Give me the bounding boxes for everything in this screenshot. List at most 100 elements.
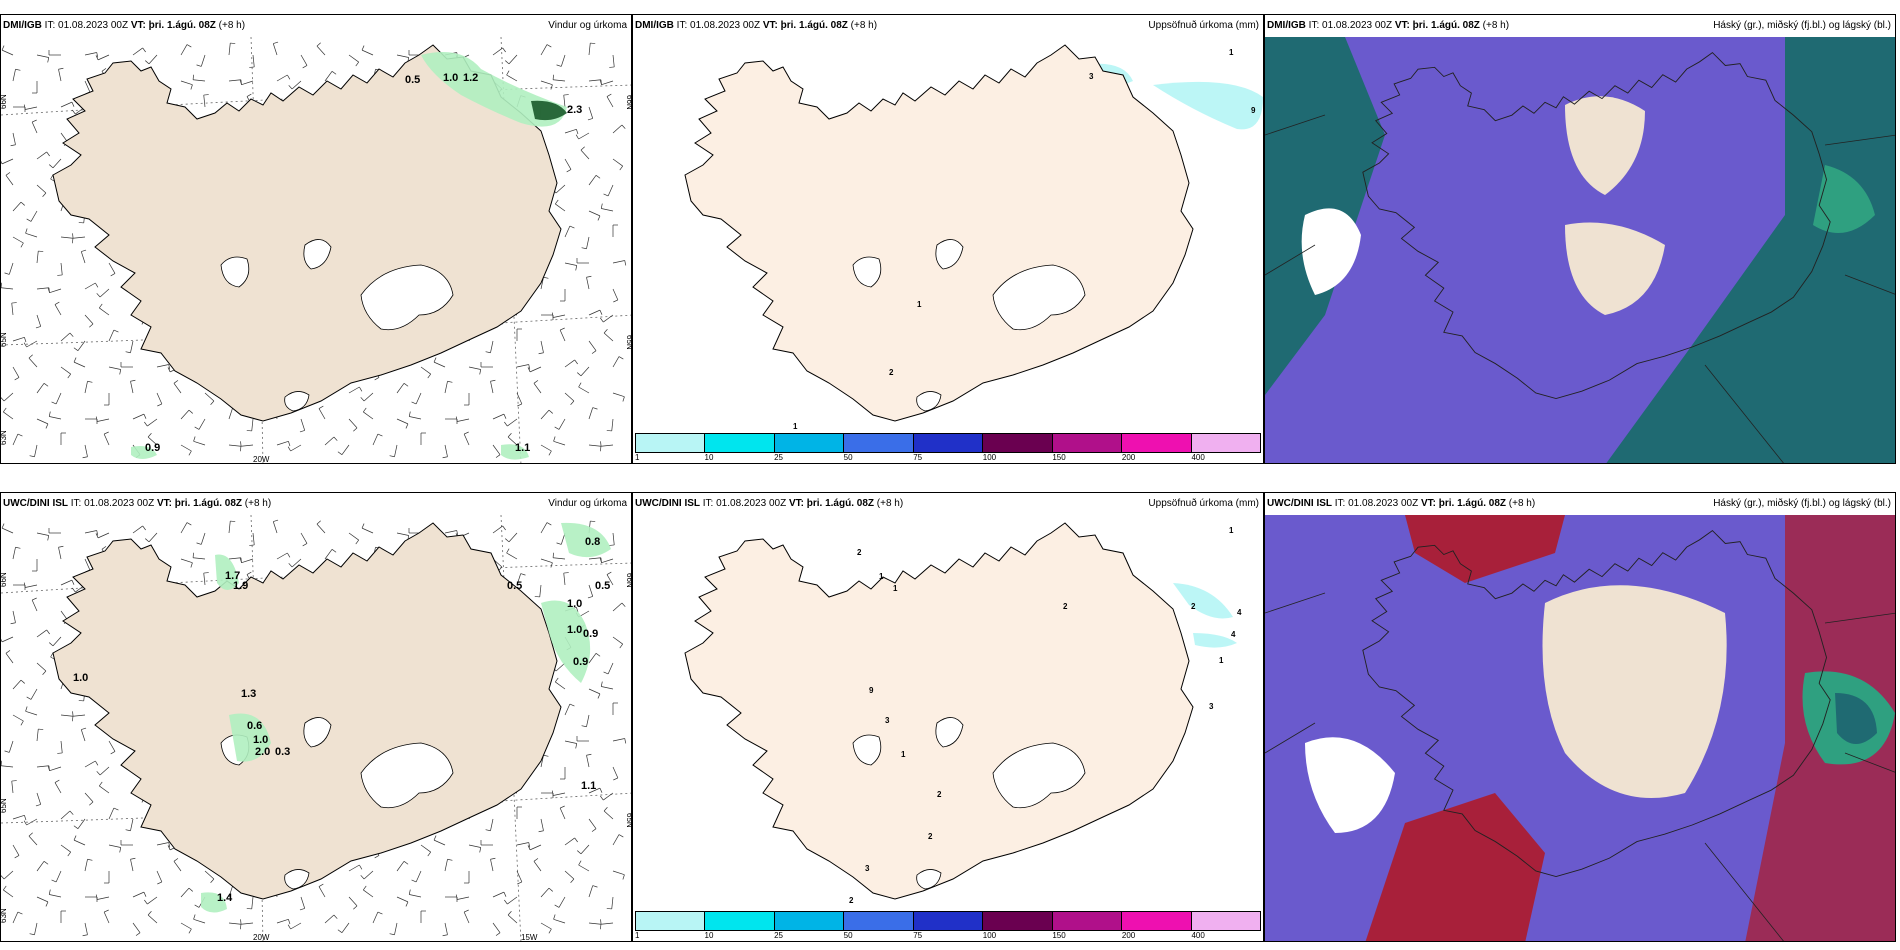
wind-barb	[490, 381, 494, 394]
wind-barb	[12, 201, 22, 212]
wind-barb	[348, 896, 358, 907]
glacier	[360, 742, 454, 809]
wind-barb-flag	[360, 397, 365, 402]
value-label: 2	[937, 790, 942, 799]
wind-barb-flag	[287, 74, 291, 80]
wind-barb	[394, 444, 398, 457]
header-left: DMI/IGB IT: 01.08.2023 00Z VT: þri. 1.ág…	[1267, 20, 1510, 31]
wind-barb-flag	[527, 845, 531, 851]
wind-barb-flag	[48, 889, 51, 895]
value-label: 9	[1251, 106, 1256, 115]
wind-barb	[341, 444, 350, 455]
wind-barb-flag	[502, 47, 506, 53]
wind-barb	[553, 79, 566, 82]
wind-barb-flag	[287, 552, 291, 558]
wind-barb-flag	[246, 908, 252, 910]
colorbar-swatch	[983, 434, 1053, 452]
wind-barb-flag	[403, 383, 409, 387]
wind-barb	[490, 818, 494, 831]
wind-barb	[611, 896, 614, 909]
coastline	[684, 522, 1194, 900]
wind-barb-flag	[239, 557, 242, 563]
wind-barb	[492, 444, 501, 455]
value-label: 2	[889, 368, 894, 377]
wind-barb-flag	[427, 373, 431, 379]
wind-barb-flag	[78, 222, 84, 224]
wind-barb	[492, 47, 503, 56]
wind-barb	[60, 844, 71, 853]
wind-barb-flag	[46, 629, 50, 635]
precip-area	[541, 600, 591, 683]
wind-barb	[203, 573, 206, 586]
wind-barb	[12, 814, 25, 820]
wind-barb-flag	[190, 84, 193, 90]
wind-barb-flag	[3, 885, 7, 891]
colorbar-swatch	[983, 912, 1053, 930]
panel-cloud-dmi: DMI/IGB IT: 01.08.2023 00Z VT: þri. 1.ág…	[1264, 14, 1896, 464]
wind-barb-flag	[527, 367, 531, 373]
wind-barb-flag	[26, 218, 32, 222]
wind-barb-flag	[619, 643, 623, 649]
wind-barb-flag	[363, 885, 367, 891]
wind-barb	[492, 891, 505, 898]
wind-barb	[60, 579, 73, 586]
wind-barb-flag	[506, 548, 510, 554]
wind-barb-flag	[613, 777, 619, 781]
wind-barb-flag	[520, 573, 526, 576]
precip-area	[501, 444, 529, 460]
wind-barb-flag	[408, 411, 411, 417]
wind-barb-flag	[246, 571, 252, 575]
wind-barb-flag	[45, 901, 49, 907]
wind-barb-flag	[587, 596, 593, 599]
wind-barb	[99, 288, 110, 298]
wind-barb-flag	[331, 549, 337, 553]
coastline	[1362, 529, 1831, 877]
panel-title: Uppsöfnuð úrkoma (mm)	[1148, 20, 1259, 31]
panel-header: UWC/DINI ISL IT: 01.08.2023 00Z VT: þri.…	[633, 493, 1263, 515]
wind-barb	[612, 288, 619, 301]
wind-barb-flag	[599, 787, 603, 793]
wind-barb-flag	[188, 409, 193, 414]
wind-barb-flag	[595, 653, 601, 657]
wind-barb-flag	[188, 450, 192, 456]
wind-barb	[324, 549, 333, 560]
border-line	[1824, 612, 1895, 624]
wind-barb-flag	[113, 807, 119, 811]
wind-barb	[103, 433, 110, 446]
wind-barb-flag	[287, 446, 291, 452]
wind-barb-flag	[69, 810, 74, 815]
header-left: UWC/DINI ISL IT: 01.08.2023 00Z VT: þri.…	[1267, 498, 1536, 509]
wind-barb	[228, 407, 234, 420]
wind-barb	[290, 922, 302, 930]
wind-barb	[564, 740, 577, 744]
axis-label: 66N	[1, 94, 8, 109]
wind-barb-flag	[316, 520, 321, 525]
wind-barb	[564, 837, 575, 846]
colorbar-swatch	[1052, 912, 1123, 930]
wind-barb	[180, 80, 193, 86]
colorbar-swatch	[1191, 912, 1260, 930]
wind-barb	[84, 444, 88, 457]
wind-barb	[99, 307, 110, 316]
wind-barb-flag	[504, 421, 508, 427]
wind-barb-flag	[1, 282, 2, 288]
wind-barb-flag	[288, 919, 291, 925]
wind-barb-flag	[82, 934, 88, 937]
cloud-layers	[1305, 515, 1895, 941]
value-label: 2.0	[255, 746, 270, 758]
wind-barb	[108, 807, 115, 820]
wind-barb	[12, 911, 19, 924]
wind-map: 66N 65N 63N 20W 66N 65N 0.5 1.0 1.2 2.3 0.9 1.1	[1, 36, 631, 463]
wind-barb-flag	[147, 911, 152, 916]
wind-barb-flag	[31, 119, 37, 123]
wind-barb-flag	[554, 904, 560, 908]
value-label: 3	[1089, 72, 1094, 81]
value-label: 1.1	[515, 442, 530, 454]
wind-barb-flag	[95, 894, 98, 900]
wind-barb-flag	[603, 193, 609, 197]
wind-barb-flag	[543, 276, 549, 279]
wind-barb	[540, 80, 553, 86]
value-label: 1.0	[73, 672, 88, 684]
wind-barb-flag	[24, 337, 27, 343]
wind-barb-flag	[23, 104, 26, 110]
